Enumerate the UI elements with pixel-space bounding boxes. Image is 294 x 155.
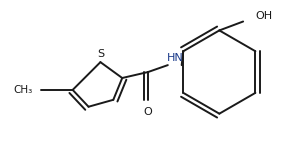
Text: HN: HN (167, 53, 184, 63)
Text: O: O (143, 107, 152, 117)
Text: S: S (97, 49, 104, 59)
Text: CH₃: CH₃ (14, 85, 33, 95)
Text: OH: OH (255, 11, 272, 21)
